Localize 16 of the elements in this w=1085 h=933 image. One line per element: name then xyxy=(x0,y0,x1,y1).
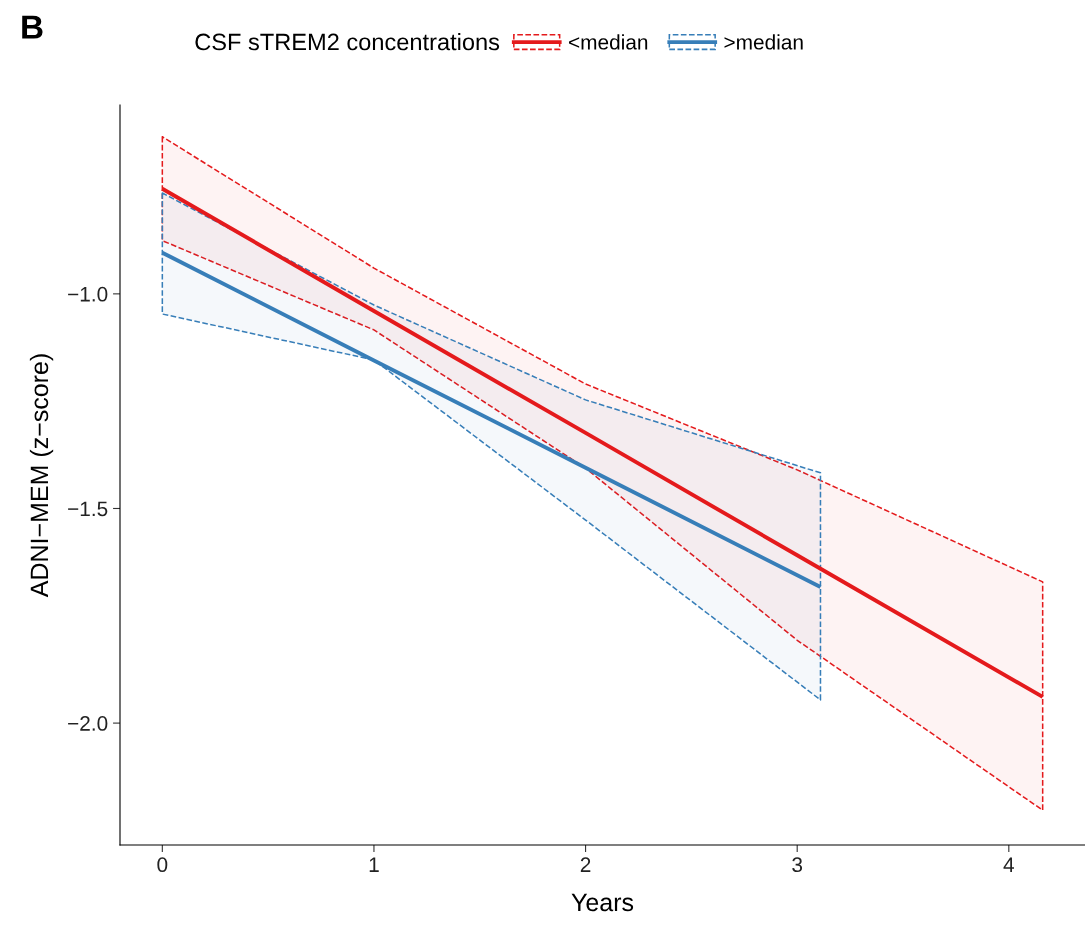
legend-title: CSF sTREM2 concentrations xyxy=(195,33,500,51)
legend-label: >median xyxy=(724,34,803,50)
y-tick-label: −1.0 xyxy=(68,286,108,302)
y-tick-label: −2.0 xyxy=(68,716,108,731)
x-axis-title: Years xyxy=(571,893,634,912)
x-tick-label: 2 xyxy=(580,857,591,872)
legend-label: <median xyxy=(569,34,648,50)
y-tick-label: −1.5 xyxy=(68,501,108,517)
x-tick-label: 1 xyxy=(369,857,379,872)
y-axis-title: ADNI−MEM (z−score) xyxy=(29,354,54,598)
x-tick-label: 4 xyxy=(1003,857,1014,872)
line-series xyxy=(160,250,823,589)
line-series xyxy=(160,186,1045,699)
text: B xyxy=(22,15,43,39)
x-tick-label: 0 xyxy=(157,857,168,873)
x-tick-label: 3 xyxy=(792,857,803,873)
